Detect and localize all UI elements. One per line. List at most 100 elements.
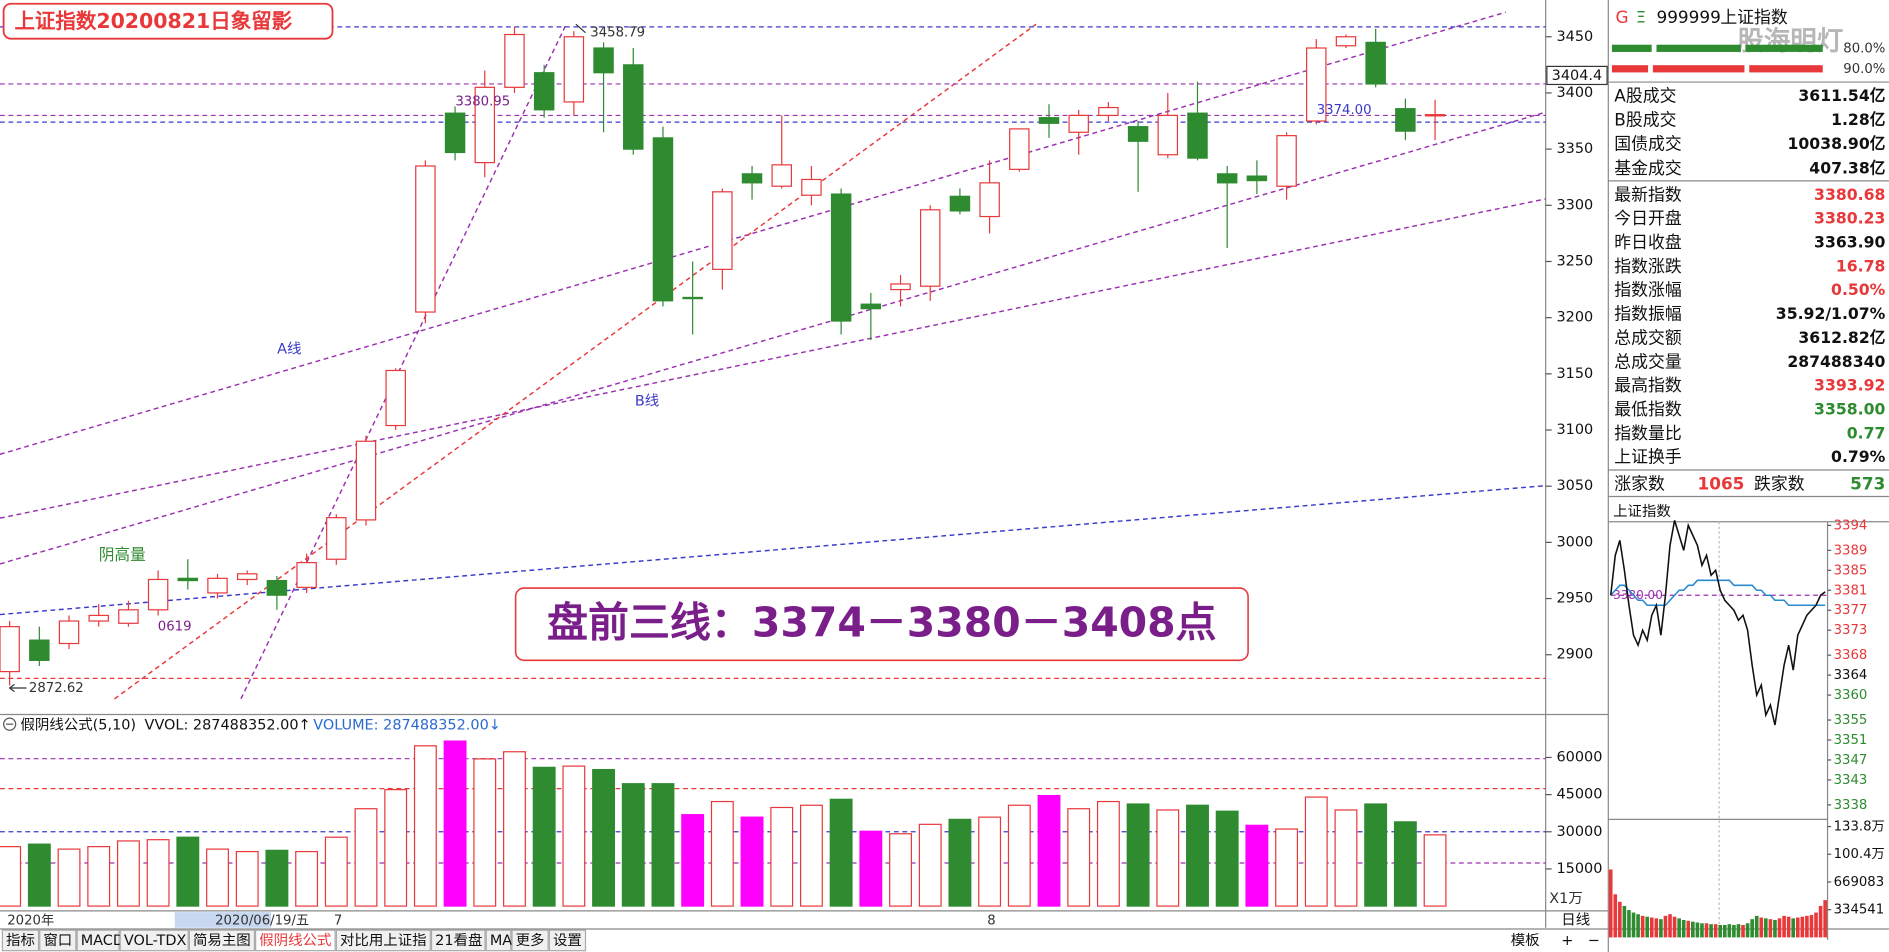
y-tick-label: 100.4万 bbox=[1834, 847, 1885, 862]
tab[interactable]: 对比用上证指 bbox=[340, 932, 427, 949]
intraday-volume-bar bbox=[1631, 912, 1636, 938]
y-tick-label: 3394 bbox=[1834, 518, 1868, 533]
y-tick-label: 3373 bbox=[1834, 623, 1868, 638]
label: A线 bbox=[277, 341, 301, 358]
volume-bar bbox=[1423, 834, 1447, 907]
volume-bar bbox=[532, 766, 556, 907]
zoom-in[interactable]: + bbox=[1561, 933, 1573, 949]
annotation-box bbox=[514, 587, 1249, 662]
zoom-out[interactable]: − bbox=[1588, 933, 1600, 949]
volume-bar bbox=[1393, 821, 1417, 907]
info-label: 最新指数 bbox=[1614, 184, 1682, 204]
candle-body bbox=[147, 578, 169, 611]
volume-bar bbox=[918, 823, 942, 907]
tab[interactable]: 更多 bbox=[516, 932, 545, 949]
candle-body bbox=[0, 626, 20, 673]
candle-body bbox=[1157, 114, 1179, 156]
candle-body bbox=[1187, 112, 1208, 159]
label: 3374.00 bbox=[1317, 103, 1372, 118]
ratio-bar bbox=[1611, 65, 1649, 73]
intraday-volume-bar bbox=[1823, 900, 1827, 938]
intraday-volume-bar bbox=[1759, 917, 1764, 938]
volume-bar bbox=[948, 818, 972, 907]
volume-bar bbox=[443, 740, 467, 907]
volume-chart: 15000 30000 45000 60000 bbox=[0, 740, 1602, 907]
volume-bar bbox=[57, 848, 81, 907]
intraday-volume-bar bbox=[1809, 915, 1814, 938]
tab-bg bbox=[548, 929, 587, 952]
info-value: 35.92/1.07% bbox=[1776, 304, 1886, 323]
intraday-volume-bar bbox=[1681, 920, 1686, 938]
candle-body bbox=[326, 517, 347, 560]
intraday-volume-bar bbox=[1777, 918, 1782, 938]
intraday-volume-bar bbox=[1750, 919, 1754, 938]
y-tick-label: 45000 bbox=[1556, 787, 1602, 803]
candle-body bbox=[1306, 47, 1327, 122]
tab[interactable]: 窗口 bbox=[43, 931, 72, 949]
ratio-label: 80.0% bbox=[1843, 41, 1885, 56]
info-value: 3358.00 bbox=[1814, 399, 1885, 418]
info-value: 0.79% bbox=[1831, 447, 1886, 466]
period[interactable]: 日线 bbox=[1561, 912, 1590, 929]
intraday-volume-bar bbox=[1613, 894, 1618, 938]
volume-bar bbox=[770, 806, 794, 907]
volume-bar bbox=[799, 804, 823, 907]
volume-bar bbox=[87, 846, 111, 907]
y-tick-label: 3347 bbox=[1834, 753, 1868, 768]
annotation: 盘前三线：3374－3380－3408点 bbox=[547, 598, 1217, 646]
template-tab[interactable]: 模板 bbox=[1511, 931, 1540, 949]
y-tick-label: 60000 bbox=[1556, 749, 1602, 765]
tab-bg bbox=[335, 929, 431, 952]
volume-bar bbox=[235, 850, 259, 907]
intraday-volume-bar bbox=[1722, 924, 1727, 938]
tab[interactable]: 假阴线公式 bbox=[259, 932, 331, 949]
volume-bar bbox=[859, 830, 883, 907]
candle-body bbox=[1068, 114, 1089, 133]
tab[interactable]: 指标 bbox=[6, 932, 35, 949]
ratio-label: 90.0% bbox=[1843, 62, 1885, 77]
volume-bar bbox=[146, 839, 170, 907]
menu-mark[interactable]: Ξ bbox=[1636, 8, 1646, 27]
candle-body bbox=[177, 577, 199, 582]
tab[interactable]: 简易主图 bbox=[193, 932, 251, 949]
candle-body bbox=[771, 164, 792, 187]
volume-bar bbox=[1215, 810, 1239, 907]
intraday-volume-bar bbox=[1618, 901, 1622, 938]
cursor-value: 3404.4 bbox=[1552, 68, 1603, 84]
indicator-name: 假阴线公式(5,10) bbox=[20, 716, 136, 733]
y-tick-label: 3000 bbox=[1556, 534, 1593, 550]
volume-bar bbox=[740, 816, 764, 907]
candle-body bbox=[1276, 135, 1297, 187]
candle-body bbox=[1216, 173, 1238, 184]
tab[interactable]: MA bbox=[490, 933, 512, 949]
info-label: 今日开盘 bbox=[1614, 208, 1682, 228]
volume-bar bbox=[503, 751, 526, 907]
y-tick-label: 3250 bbox=[1556, 253, 1593, 269]
volume-bar bbox=[1186, 804, 1209, 907]
candle-body bbox=[296, 562, 317, 588]
candle-body bbox=[266, 579, 288, 596]
intraday-volume-bar bbox=[1791, 918, 1796, 938]
x-tick-label: 2020/06/19/五 bbox=[215, 914, 309, 929]
candle-body bbox=[712, 191, 733, 270]
y-tick-label: 3150 bbox=[1556, 366, 1593, 382]
intraday-volume-bar bbox=[1663, 915, 1668, 938]
volume-bar bbox=[1126, 803, 1150, 907]
intraday-volume-bar bbox=[1659, 919, 1663, 938]
volume-bar bbox=[295, 850, 319, 907]
tab[interactable]: VOL-TDX bbox=[124, 933, 187, 949]
info-value: 10038.90亿 bbox=[1788, 134, 1886, 153]
candle-body bbox=[444, 112, 466, 154]
tab[interactable]: 设置 bbox=[553, 932, 582, 949]
tab[interactable]: MACD bbox=[81, 933, 124, 949]
candle-body bbox=[504, 33, 525, 88]
candle-body bbox=[979, 182, 1000, 218]
volume-bar bbox=[1245, 824, 1269, 907]
candle-body bbox=[236, 573, 258, 581]
tab[interactable]: 21看盘 bbox=[435, 931, 482, 949]
candle-body bbox=[741, 173, 763, 184]
candle-body bbox=[474, 86, 496, 164]
info-label: 指数涨跌 bbox=[1614, 256, 1682, 276]
candle-body bbox=[1335, 36, 1357, 47]
